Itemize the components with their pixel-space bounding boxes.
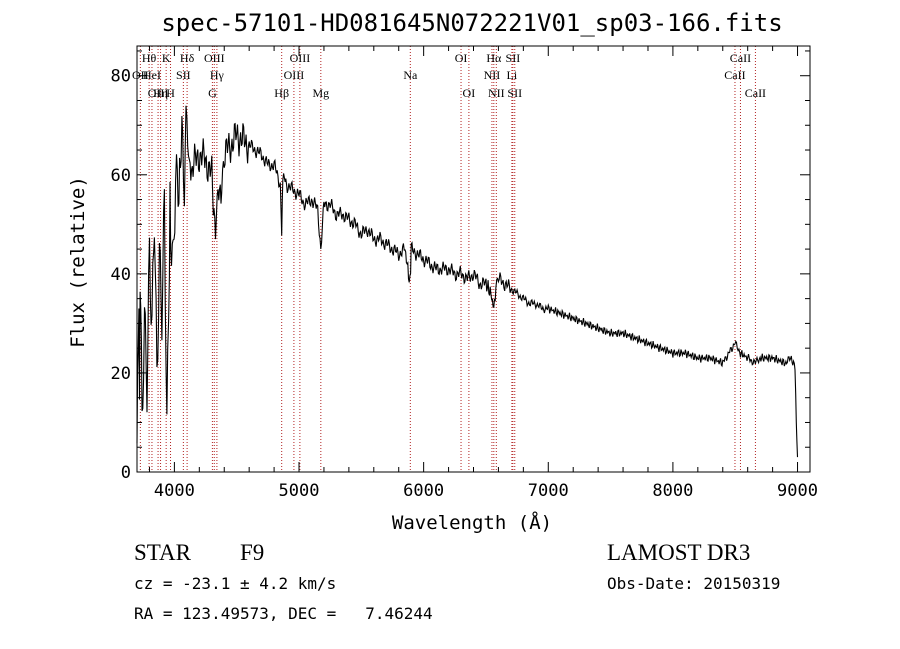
line-label-5: K [162, 51, 171, 65]
axes-group: 4000 5000 6000 7000 8000 9000 0 20 40 60 80 [111, 46, 818, 501]
obs-date-text: Obs-Date: 20150319 [607, 574, 781, 593]
y-tick-label-0: 0 [121, 463, 131, 483]
y-tick-label-40: 40 [111, 265, 131, 285]
line-label-14: OIII [290, 51, 311, 65]
line-label-25: CaII [724, 68, 745, 82]
line-label-15: Mg [312, 86, 329, 100]
series-group [136, 105, 799, 458]
y-axis-label: Flux (relative) [67, 176, 89, 348]
redshift-text: cz = -23.1 ± 4.2 km/s [134, 574, 337, 593]
series-line-0 [136, 105, 799, 458]
line-label-16: Na [403, 68, 418, 82]
plot-frame [136, 45, 811, 473]
line-label-6: H [166, 86, 175, 100]
x-tick-label-6000: 6000 [403, 481, 444, 501]
x-tick-label-7000: 7000 [528, 481, 569, 501]
emission-line-labels: OIIHθHeIOIIIHηKHSIIHδGOIIIHγHβOIIIOIIIMg… [132, 51, 766, 100]
object-subclass: F9 [240, 540, 265, 565]
x-tick-label-8000: 8000 [652, 481, 693, 501]
emission-line-markers [139, 46, 756, 472]
x-tick-label-4000: 4000 [154, 481, 195, 501]
line-label-9: G [208, 86, 217, 100]
line-label-2: HeI [143, 68, 161, 82]
line-label-3: OIII [148, 86, 169, 100]
line-label-24: SII [507, 86, 522, 100]
line-label-4: Hη [153, 86, 168, 100]
line-label-17: OI [455, 51, 468, 65]
line-label-19: NII [484, 68, 501, 82]
x-axis-label: Wavelength (Å) [392, 511, 552, 534]
line-label-7: SII [176, 68, 191, 82]
y-tick-label-60: 60 [111, 166, 131, 186]
object-class: STAR [134, 540, 191, 565]
line-label-11: Hγ [210, 68, 225, 82]
coordinates-text: RA = 123.49573, DEC = 7.46244 [134, 604, 433, 623]
line-label-22: Li [507, 68, 518, 82]
line-label-21: NII [488, 86, 505, 100]
line-label-13: OIII [284, 68, 305, 82]
y-tick-label-80: 80 [111, 67, 131, 87]
line-label-23: SII [506, 51, 521, 65]
survey-name: LAMOST DR3 [607, 540, 751, 565]
line-label-12: Hβ [274, 86, 289, 100]
line-label-27: CaII [745, 86, 766, 100]
x-tick-label-5000: 5000 [279, 481, 320, 501]
line-label-0: OII [132, 68, 149, 82]
line-label-10: OIII [204, 51, 225, 65]
line-label-1: Hθ [142, 51, 157, 65]
line-label-20: Hα [486, 51, 502, 65]
line-label-26: CaII [730, 51, 751, 65]
x-tick-label-9000: 9000 [777, 481, 818, 501]
chart-title: spec-57101-HD081645N072221V01_sp03-166.f… [161, 9, 782, 37]
line-label-8: Hδ [180, 51, 195, 65]
line-label-18: OI [463, 86, 476, 100]
y-tick-label-20: 20 [111, 364, 131, 384]
